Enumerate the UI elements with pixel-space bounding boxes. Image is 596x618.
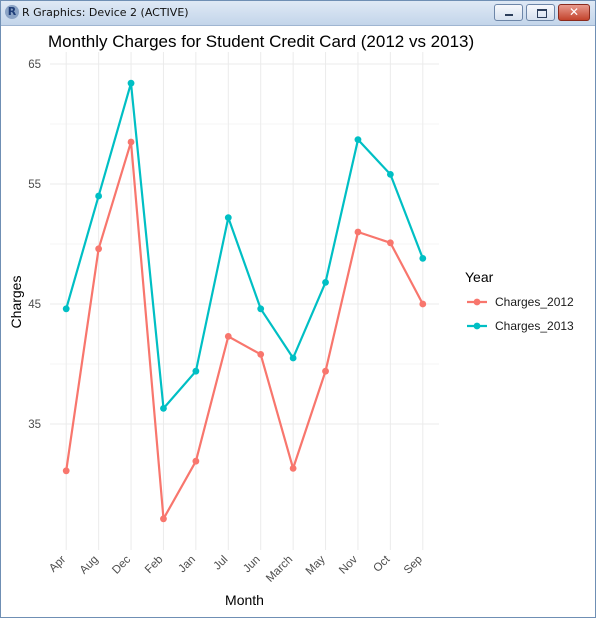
data-point	[419, 300, 427, 308]
x-tick-label: Feb	[143, 554, 166, 577]
x-tick-label: May	[304, 553, 328, 577]
y-tick-label: 55	[28, 179, 41, 191]
maximize-icon	[537, 9, 547, 18]
x-tick-label: Jan	[176, 554, 198, 576]
data-point	[160, 515, 167, 523]
window-title: R Graphics: Device 2 (ACTIVE)	[22, 6, 189, 19]
y-axis-title: Charges	[8, 276, 24, 329]
data-point	[127, 79, 135, 87]
data-point	[354, 136, 362, 144]
x-tick-label: Aug	[78, 554, 101, 577]
data-point	[160, 405, 167, 412]
minimize-icon	[505, 14, 513, 16]
x-tick-label: Sep	[402, 554, 425, 577]
data-point	[257, 305, 265, 313]
series-lines	[62, 79, 427, 523]
y-tick-label: 45	[28, 299, 41, 311]
data-point	[127, 138, 135, 146]
data-point	[257, 351, 265, 358]
data-point	[224, 214, 232, 222]
x-tick-label: March	[264, 554, 295, 585]
data-point	[354, 228, 362, 236]
x-tick-label: Jun	[241, 554, 263, 576]
chart-title: Monthly Charges for Student Credit Card …	[48, 32, 474, 51]
data-point	[95, 245, 103, 253]
data-point	[62, 305, 70, 313]
y-tick-label: 65	[28, 59, 41, 71]
maximize-button[interactable]	[526, 4, 555, 21]
series-line	[65, 82, 424, 410]
x-tick-label: Jul	[212, 554, 231, 573]
x-tick-label: Dec	[110, 553, 133, 576]
title-bar[interactable]: R R Graphics: Device 2 (ACTIVE) ✕	[1, 1, 595, 26]
data-point	[386, 171, 394, 178]
legend-key-point	[473, 322, 481, 330]
data-point	[289, 354, 297, 362]
series-line	[65, 140, 424, 520]
data-point	[289, 465, 297, 472]
data-point	[192, 367, 200, 375]
x-tick-label: Nov	[337, 553, 360, 576]
data-point	[322, 279, 329, 286]
close-icon: ✕	[568, 5, 580, 19]
data-point	[192, 457, 200, 465]
legend: Year Charges_2012 Charges_2013	[465, 269, 574, 333]
grid	[50, 52, 439, 550]
x-tick-label: Oct	[371, 553, 393, 575]
data-point	[419, 255, 427, 262]
minimize-button[interactable]	[494, 4, 523, 21]
x-axis-title: Month	[225, 592, 264, 608]
data-point	[224, 333, 232, 340]
r-app-icon: R	[5, 5, 19, 19]
data-point	[386, 239, 394, 247]
x-tick-label: Apr	[47, 554, 68, 575]
data-point	[95, 192, 103, 200]
data-point	[322, 367, 329, 375]
legend-title: Year	[465, 269, 494, 285]
x-axis-ticks: Apr Aug Dec Feb Jan Jul Jun March May Nov Oct Sep	[47, 553, 425, 585]
data-point	[62, 467, 70, 475]
y-axis-ticks: 35 45 55 65	[28, 59, 41, 431]
legend-label: Charges_2012	[495, 295, 574, 309]
close-button[interactable]: ✕	[558, 4, 590, 21]
legend-key-point	[473, 298, 481, 306]
y-tick-label: 35	[28, 419, 41, 431]
legend-label: Charges_2013	[495, 319, 574, 333]
